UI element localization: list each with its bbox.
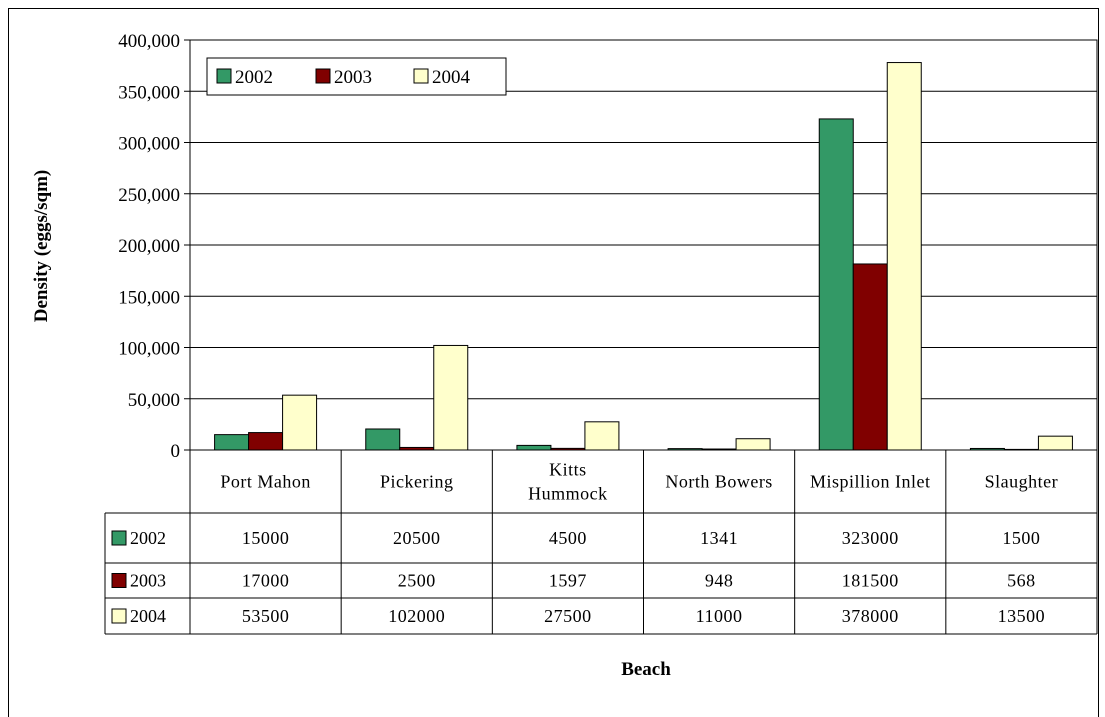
legend-label: 2003 — [334, 67, 372, 88]
y-tick-label: 300,000 — [118, 134, 180, 155]
bar — [1003, 448, 1039, 451]
bar — [282, 394, 318, 451]
bar — [365, 428, 401, 451]
y-tick-label: 150,000 — [118, 287, 180, 308]
data-table-value: 1500 — [1002, 528, 1040, 548]
series-label: 2002 — [130, 528, 166, 548]
bar — [886, 62, 922, 451]
legend-swatch — [315, 68, 331, 84]
bar — [550, 447, 586, 451]
data-table-value: 11000 — [696, 606, 743, 626]
data-table-value: 2500 — [398, 571, 436, 591]
x-axis-label: Beach — [621, 659, 671, 680]
data-table-value: 1341 — [700, 528, 738, 548]
bar — [735, 438, 771, 451]
series-label: 2003 — [130, 571, 166, 591]
y-tick-label: 200,000 — [118, 236, 180, 257]
y-tick-label: 50,000 — [128, 390, 180, 411]
data-table-value: 102000 — [388, 606, 445, 626]
legend-box — [206, 57, 507, 96]
legend-swatch — [413, 68, 429, 84]
y-tick-labels: 0 50,000 100,000 150,000 200,000 250,000 300,0… — [118, 31, 180, 462]
series-key — [111, 608, 127, 624]
y-tick-label: 100,000 — [118, 339, 180, 360]
data-table-value: 20500 — [393, 528, 441, 548]
bar — [214, 434, 250, 451]
bars — [214, 62, 1073, 451]
bar — [818, 118, 854, 451]
y-tick-label: 400,000 — [118, 31, 180, 52]
bar — [399, 446, 435, 451]
bar — [667, 448, 703, 451]
category-label: Mispillion Inlet — [810, 472, 931, 492]
data-table-value: 948 — [705, 571, 734, 591]
category-label: Hummock — [528, 484, 608, 504]
category-label: Port Mahon — [220, 472, 311, 492]
data-table-value: 53500 — [242, 606, 290, 626]
legend: 2002 2003 2004 — [206, 57, 507, 96]
data-table-value: 181500 — [842, 571, 899, 591]
category-label: North Bowers — [665, 472, 773, 492]
category-label: Pickering — [380, 472, 454, 492]
data-table-value: 17000 — [242, 571, 290, 591]
y-axis-label: Density (eggs/sqm) — [31, 170, 52, 323]
data-table-value: 13500 — [998, 606, 1046, 626]
data-table-value: 378000 — [842, 606, 899, 626]
category-label: Kitts — [549, 460, 587, 480]
y-tick-label: 0 — [171, 441, 181, 462]
bar — [1037, 435, 1073, 451]
bar — [584, 421, 620, 451]
y-tick-label: 350,000 — [118, 82, 180, 103]
series-label: 2004 — [130, 606, 166, 626]
bar — [969, 447, 1005, 451]
y-tick-label: 250,000 — [118, 185, 180, 206]
legend-label: 2004 — [432, 67, 471, 88]
data-table-value: 15000 — [242, 528, 290, 548]
legend-swatch — [216, 68, 232, 84]
bar — [248, 432, 284, 451]
data-table-value: 568 — [1007, 571, 1036, 591]
series-key — [111, 530, 127, 546]
data-table-value: 323000 — [842, 528, 899, 548]
legend-label: 2002 — [235, 67, 273, 88]
bar — [433, 344, 469, 451]
bar — [701, 448, 737, 451]
bar — [852, 263, 888, 451]
category-label: Slaughter — [985, 472, 1059, 492]
bar — [516, 444, 552, 451]
series-key — [111, 573, 127, 588]
data-table-value: 27500 — [544, 606, 592, 626]
data-table-value: 4500 — [549, 528, 587, 548]
data-table: Port Mahon Pickering Kitts Hummock North Bow… — [104, 450, 1098, 635]
data-table-value: 1597 — [549, 571, 587, 591]
